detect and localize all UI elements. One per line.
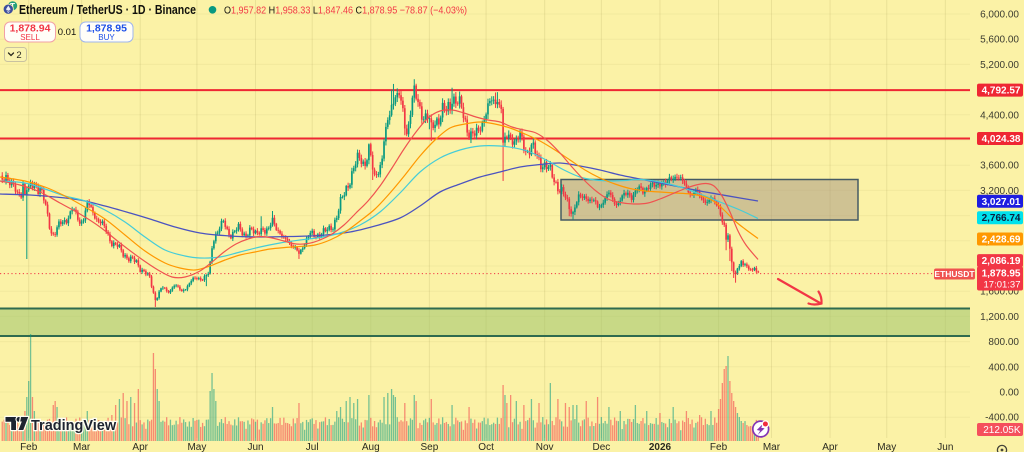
svg-text:4,792.57: 4,792.57 bbox=[982, 86, 1021, 97]
svg-text:O1,957.82 H1,958.33 L1,847.46: O1,957.82 H1,958.33 L1,847.46 C1,878.95 … bbox=[224, 5, 467, 17]
svg-text:ETHUSDT: ETHUSDT bbox=[934, 269, 975, 279]
svg-text:4,024.38: 4,024.38 bbox=[982, 134, 1021, 145]
svg-text:6,000.00: 6,000.00 bbox=[980, 10, 1019, 21]
svg-text:0.01: 0.01 bbox=[58, 27, 77, 38]
svg-text:2,766.74: 2,766.74 bbox=[982, 213, 1021, 224]
svg-text:4,400.00: 4,400.00 bbox=[980, 110, 1019, 121]
svg-text:Oct: Oct bbox=[478, 442, 494, 452]
svg-text:1,878.95: 1,878.95 bbox=[982, 269, 1021, 280]
svg-text:3,027.01: 3,027.01 bbox=[982, 197, 1021, 208]
svg-text:Aug: Aug bbox=[362, 442, 380, 452]
svg-text:3,600.00: 3,600.00 bbox=[980, 161, 1019, 172]
svg-text:Jun: Jun bbox=[247, 442, 263, 452]
svg-text:Feb: Feb bbox=[20, 442, 38, 452]
svg-text:400.00: 400.00 bbox=[988, 362, 1019, 373]
svg-text:17:01:37: 17:01:37 bbox=[984, 280, 1021, 291]
svg-text:2: 2 bbox=[16, 50, 21, 61]
svg-text:Apr: Apr bbox=[822, 442, 838, 452]
svg-text:Dec: Dec bbox=[592, 442, 610, 452]
svg-text:3,200.00: 3,200.00 bbox=[980, 186, 1019, 197]
svg-text:1,600.00: 1,600.00 bbox=[980, 287, 1019, 298]
svg-text:Sep: Sep bbox=[420, 442, 438, 452]
svg-text:5,200.00: 5,200.00 bbox=[980, 60, 1019, 71]
svg-text:800.00: 800.00 bbox=[988, 337, 1019, 348]
svg-text:SELL: SELL bbox=[20, 33, 40, 42]
svg-text:TradingView: TradingView bbox=[31, 418, 117, 434]
svg-text:1,878.95: 1,878.95 bbox=[86, 23, 127, 35]
svg-text:BUY: BUY bbox=[98, 33, 115, 42]
svg-text:May: May bbox=[187, 442, 206, 452]
svg-text:Mar: Mar bbox=[73, 442, 91, 452]
svg-text:0.00: 0.00 bbox=[1000, 388, 1020, 399]
svg-text:5,600.00: 5,600.00 bbox=[980, 35, 1019, 46]
svg-text:-400.00: -400.00 bbox=[985, 413, 1019, 424]
svg-text:1,878.94: 1,878.94 bbox=[10, 23, 51, 35]
svg-text:2,086.19: 2,086.19 bbox=[982, 256, 1021, 267]
svg-text:2,428.69: 2,428.69 bbox=[982, 234, 1021, 245]
svg-text:Jun: Jun bbox=[937, 442, 953, 452]
svg-text:2026: 2026 bbox=[649, 442, 672, 452]
svg-text:1,200.00: 1,200.00 bbox=[980, 312, 1019, 323]
svg-text:Jul: Jul bbox=[306, 442, 319, 452]
svg-text:Apr: Apr bbox=[132, 442, 148, 452]
svg-text:Ethereum / TetherUS · 1D · Bin: Ethereum / TetherUS · 1D · Binance bbox=[19, 3, 196, 17]
svg-text:Feb: Feb bbox=[710, 442, 728, 452]
svg-text:May: May bbox=[877, 442, 896, 452]
svg-text:212.05K: 212.05K bbox=[983, 425, 1021, 436]
svg-text:Mar: Mar bbox=[763, 442, 781, 452]
svg-text:Nov: Nov bbox=[536, 442, 554, 452]
